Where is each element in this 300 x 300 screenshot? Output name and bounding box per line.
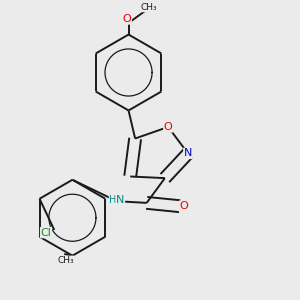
Text: O: O (179, 201, 188, 211)
Text: O: O (164, 122, 172, 132)
Text: CH₃: CH₃ (140, 3, 157, 12)
Text: O: O (122, 14, 131, 24)
Text: CH₃: CH₃ (58, 256, 74, 265)
Text: H: H (109, 195, 117, 205)
Text: N: N (184, 148, 192, 158)
Text: Cl: Cl (40, 228, 52, 238)
Text: N: N (116, 195, 124, 205)
